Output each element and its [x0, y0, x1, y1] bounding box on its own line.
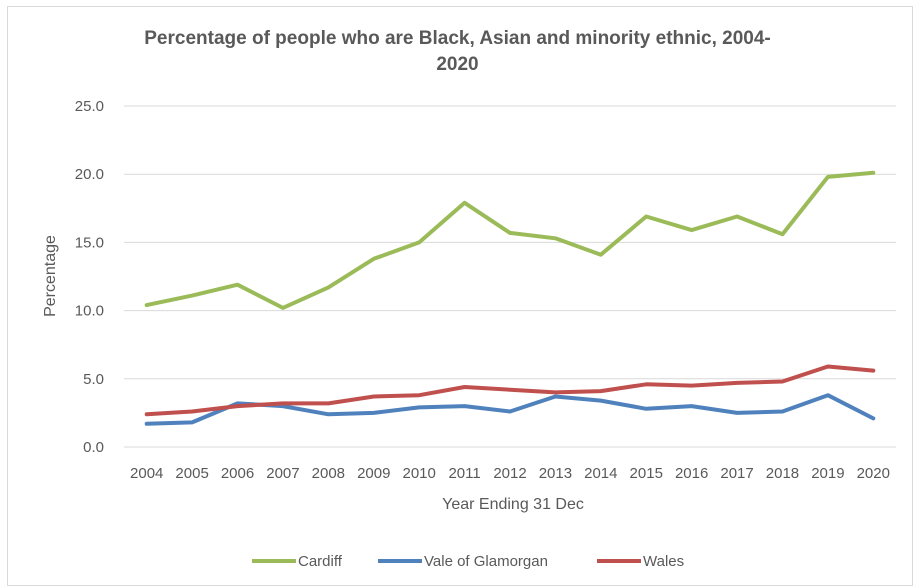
x-tick-label: 2009	[357, 465, 390, 482]
y-axis-title: Percentage	[42, 235, 59, 317]
legend-label: Vale of Glamorgan	[424, 553, 548, 570]
y-tick-label: 20.0	[75, 166, 104, 183]
y-tick-label: 25.0	[75, 98, 104, 115]
x-tick-label: 2008	[312, 465, 345, 482]
x-tick-label: 2013	[539, 465, 572, 482]
y-tick-label: 15.0	[75, 234, 104, 251]
legend-label: Wales	[643, 553, 684, 570]
chart-title-line2: 2020	[436, 54, 479, 75]
x-tick-label: 2005	[175, 465, 208, 482]
x-tick-label: 2011	[448, 465, 480, 482]
legend-item: Cardiff	[252, 553, 343, 570]
y-tick-label: 0.0	[83, 439, 104, 456]
x-tick-label: 2012	[493, 465, 526, 482]
legend-item: Wales	[597, 553, 684, 570]
series-line-vale-of-glamorgan	[144, 393, 876, 426]
series-lines	[144, 170, 876, 426]
x-tick-label: 2006	[221, 465, 254, 482]
chart-title-line1: Percentage of people who are Black, Asia…	[144, 28, 771, 49]
x-tick-label: 2004	[130, 465, 163, 482]
x-tick-label: 2017	[720, 465, 753, 482]
series-line-cardiff	[144, 170, 876, 310]
x-tick-label: 2018	[766, 465, 799, 482]
x-axis-ticks: 2004 2005 2006 2007 2008 2009 2010 2011 2012 2013…	[130, 465, 890, 482]
series-line-wales	[144, 364, 876, 417]
x-tick-label: 2019	[811, 465, 844, 482]
x-tick-label: 2014	[584, 465, 617, 482]
gridlines	[124, 105, 896, 448]
y-tick-label: 10.0	[75, 303, 104, 320]
x-tick-label: 2015	[630, 465, 663, 482]
y-axis-ticks: 0.0 5.0 10.0 15.0 20.0 25.0	[75, 98, 104, 456]
chart-frame	[7, 6, 913, 586]
legend-item: Vale of Glamorgan	[378, 553, 548, 570]
x-tick-label: 2016	[675, 465, 708, 482]
x-axis-title: Year Ending 31 Dec	[442, 496, 584, 513]
legend: Cardiff Vale of Glamorgan Wales	[252, 553, 684, 570]
x-tick-label: 2007	[266, 465, 299, 482]
x-tick-label: 2020	[857, 465, 890, 482]
chart-title: Percentage of people who are Black, Asia…	[0, 26, 915, 78]
legend-label: Cardiff	[298, 553, 343, 570]
y-tick-label: 5.0	[83, 371, 104, 388]
x-tick-label: 2010	[402, 465, 435, 482]
